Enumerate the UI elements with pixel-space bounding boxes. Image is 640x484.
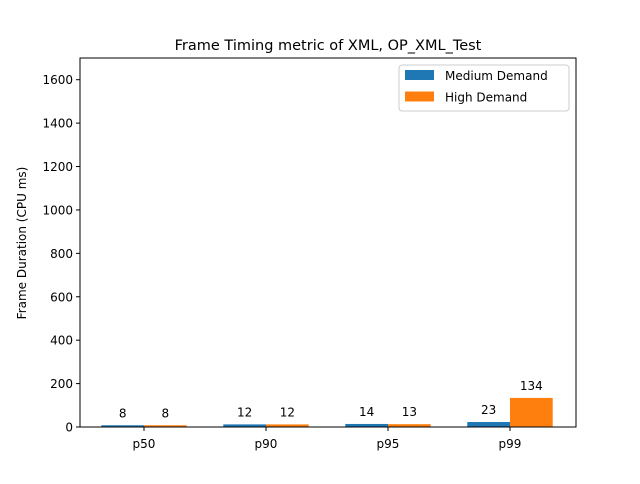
x-tick-label: p99 xyxy=(499,437,522,451)
bar xyxy=(266,424,309,427)
legend-box xyxy=(398,64,570,112)
y-tick-label: 1200 xyxy=(42,160,73,174)
bar-value-label: 8 xyxy=(119,406,127,420)
legend-label: High Demand xyxy=(445,91,527,105)
y-tick-label: 1000 xyxy=(42,203,73,217)
y-tick-label: 1400 xyxy=(42,117,73,131)
bar-value-labels: 8 12 14 23 8 12 13 134 xyxy=(119,379,543,420)
y-axis: 0 200 400 600 800 1000 1200 1400 1600 xyxy=(42,73,80,435)
plot-frame xyxy=(79,57,577,428)
bar xyxy=(345,423,388,427)
x-tick-label: p95 xyxy=(377,437,400,451)
x-tick-label: p90 xyxy=(255,437,278,451)
bar xyxy=(223,424,266,427)
bar xyxy=(144,425,187,427)
legend: Medium Demand High Demand xyxy=(398,64,570,112)
y-tick-label: 800 xyxy=(50,247,73,261)
bar xyxy=(467,422,510,427)
bar-value-label: 134 xyxy=(520,379,543,393)
y-tick-label: 200 xyxy=(50,377,73,391)
bar-value-label: 14 xyxy=(359,405,374,419)
y-tick-label: 400 xyxy=(50,334,73,348)
y-tick-label: 600 xyxy=(50,290,73,304)
bar xyxy=(388,424,431,427)
bar-value-label: 8 xyxy=(162,406,170,420)
bar-value-label: 23 xyxy=(481,403,496,417)
y-axis-label: Frame Duration (CPU ms) xyxy=(15,167,29,320)
bar-value-label: 12 xyxy=(280,405,295,419)
legend-swatch xyxy=(405,91,434,102)
x-tick-label: p50 xyxy=(133,437,156,451)
legend-label: Medium Demand xyxy=(445,69,548,83)
y-tick-label: 0 xyxy=(65,421,73,435)
bar xyxy=(101,425,144,427)
x-axis: p50 p90 p95 p99 xyxy=(133,427,522,451)
bar-value-label: 13 xyxy=(402,405,417,419)
bars xyxy=(101,397,553,427)
bar xyxy=(510,397,553,427)
chart-title: Frame Timing metric of XML, OP_XML_Test xyxy=(175,38,482,54)
legend-swatch xyxy=(405,70,434,80)
y-tick-label: 1600 xyxy=(42,73,73,87)
bar-value-label: 12 xyxy=(237,405,252,419)
